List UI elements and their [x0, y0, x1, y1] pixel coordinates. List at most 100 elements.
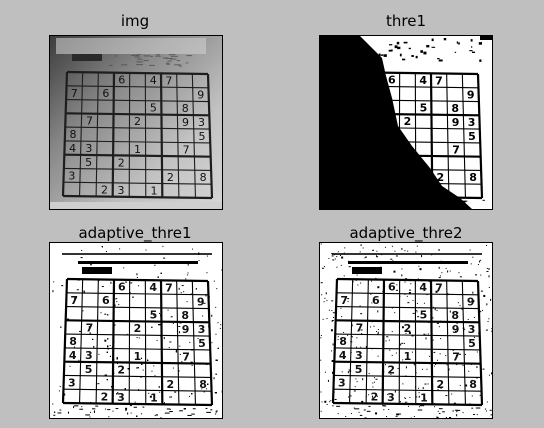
sudoku-digit: 7 — [340, 87, 348, 100]
grid-line-vertical — [206, 73, 214, 199]
grid-line-vertical — [381, 72, 386, 197]
grid-line-horizontal — [336, 292, 479, 296]
sudoku-digit: 1 — [404, 143, 412, 156]
sudoku-digit: 7 — [71, 87, 78, 100]
sudoku-digit: 2 — [387, 363, 395, 376]
sudoku-adaptive-gaussian-image: 6 4 77 6 95 87 2 9 38 54 3 1 75 23 2 82 3 1 — [320, 243, 492, 418]
sudoku-digit: 2 — [118, 156, 125, 169]
sudoku-digit: 9 — [467, 89, 475, 102]
sudoku-digit: 9 — [467, 296, 475, 309]
grid-line-vertical — [206, 280, 214, 406]
sudoku-digit: 3 — [387, 391, 395, 404]
sudoku-digit: 9 — [452, 323, 460, 336]
sudoku-digit: 7 — [340, 294, 348, 307]
sudoku-digit: 3 — [117, 184, 124, 197]
sudoku-digit: 7 — [435, 74, 443, 87]
grid-line-horizontal — [63, 374, 212, 378]
grid-line-vertical — [79, 72, 84, 197]
grid-line-horizontal — [333, 167, 482, 171]
grid-line-vertical — [365, 279, 369, 404]
grid-line-horizontal — [334, 140, 481, 144]
grid-line-horizontal — [62, 194, 213, 200]
grid-line-horizontal — [332, 194, 483, 200]
grid-line-horizontal — [66, 277, 209, 283]
sudoku-digit: 1 — [404, 350, 412, 363]
sudoku-digit: 3 — [468, 116, 476, 129]
sudoku-digit: 5 — [355, 156, 363, 169]
sudoku-digit: 8 — [70, 128, 77, 141]
grid-line-vertical — [476, 73, 484, 199]
sudoku-digit: 7 — [86, 322, 94, 335]
sudoku-digit: 1 — [420, 391, 428, 404]
sudoku-digit: 3 — [198, 116, 205, 129]
sudoku-digit: 6 — [372, 87, 380, 100]
grid-line-horizontal — [66, 70, 209, 76]
sudoku-digit: 9 — [197, 296, 205, 309]
sudoku-digit: 8 — [199, 378, 207, 391]
grid-line-horizontal — [336, 99, 479, 103]
grid-line-vertical — [95, 279, 99, 404]
sudoku-digit: 6 — [102, 87, 109, 100]
shadow-region — [320, 36, 472, 209]
grid-line-horizontal — [64, 140, 211, 144]
sudoku-digit: 7 — [452, 350, 460, 363]
sudoku-digit: 7 — [70, 294, 78, 307]
sudoku-digit: 2 — [404, 322, 412, 335]
sudoku-digit: 8 — [339, 335, 347, 348]
grid-line-horizontal — [64, 347, 211, 351]
grid-line-vertical — [95, 72, 99, 197]
grid-line-horizontal — [334, 153, 481, 158]
grid-line-vertical — [349, 72, 354, 197]
sudoku-digit: 5 — [355, 363, 363, 376]
grid-line-vertical — [331, 71, 339, 197]
sudoku-digit: 5 — [150, 309, 158, 322]
grid-line-horizontal — [334, 347, 481, 351]
sudoku-digit: 3 — [355, 349, 363, 362]
grid-line-horizontal — [64, 360, 211, 365]
panel-title-adaptive-thre2: adaptive_thre2 — [349, 224, 463, 242]
grid-line-horizontal — [333, 388, 482, 392]
sudoku-threshold-image: 6 4 77 6 95 87 2 9 38 54 3 1 75 23 2 82 3 1 — [320, 36, 492, 209]
grid-line-horizontal — [65, 126, 210, 130]
sudoku-digit: 2 — [436, 378, 444, 391]
sudoku-digit: 4 — [339, 142, 347, 155]
sudoku-digit: 8 — [182, 102, 189, 115]
grid-line-horizontal — [336, 306, 479, 310]
grid-line-vertical — [111, 279, 116, 404]
sudoku-digit: 8 — [469, 378, 477, 391]
sudoku-digit: 7 — [435, 281, 443, 294]
sudoku-digit: 2 — [101, 391, 109, 404]
grid-line-horizontal — [332, 401, 483, 407]
grid-line-vertical — [446, 73, 450, 198]
sudoku-digit: 2 — [134, 322, 142, 335]
sudoku-digit: 6 — [118, 281, 126, 294]
grid-line-horizontal — [66, 99, 209, 103]
sudoku-digit: 3 — [117, 391, 125, 404]
sudoku-digit: 6 — [118, 74, 125, 87]
sudoku-digit: 7 — [452, 143, 460, 156]
sudoku-digit: 9 — [452, 116, 460, 129]
grid-line-horizontal — [63, 167, 212, 171]
grid-line-horizontal — [66, 306, 209, 310]
grid-line-vertical — [349, 279, 354, 404]
grid-line-vertical — [111, 72, 116, 197]
sudoku-digit: 4 — [69, 142, 76, 155]
sudoku-digit: 5 — [420, 102, 428, 115]
grid-line-vertical — [191, 73, 196, 198]
grid-line-horizontal — [65, 112, 210, 117]
sudoku-digit: 5 — [198, 130, 205, 143]
grid-line-vertical — [446, 280, 450, 405]
grid-line-horizontal — [62, 401, 213, 407]
grid-line-horizontal — [333, 374, 482, 378]
sudoku-digit: 1 — [151, 184, 158, 197]
grid-line-horizontal — [336, 277, 479, 283]
sudoku-digit: 3 — [338, 169, 346, 182]
sudoku-digit: 3 — [85, 349, 93, 362]
sudoku-digit: 5 — [150, 102, 157, 115]
sudoku-digit: 3 — [468, 323, 476, 336]
grid-line-horizontal — [333, 181, 482, 185]
grid-line-horizontal — [334, 360, 481, 365]
sudoku-digit: 7 — [165, 281, 173, 294]
grid-line-vertical — [191, 280, 196, 405]
